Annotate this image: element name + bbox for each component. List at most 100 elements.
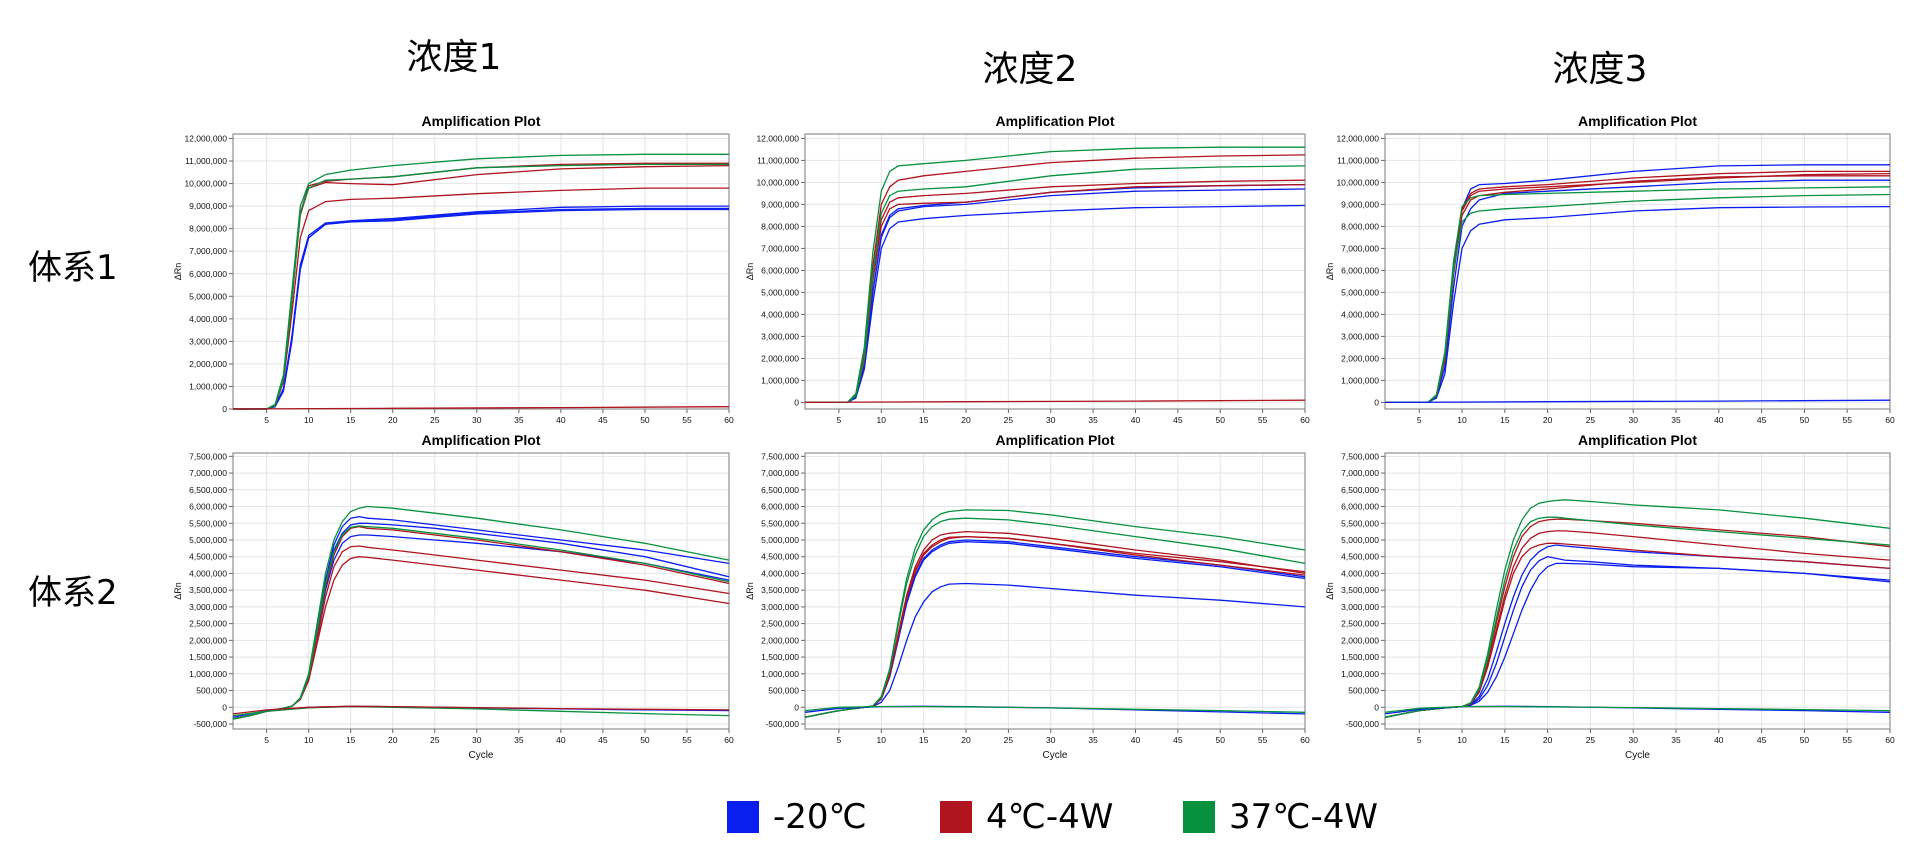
series-line-1 xyxy=(232,534,730,720)
x-tick-label: 25 xyxy=(430,735,440,745)
x-tick-label: 5 xyxy=(264,415,269,425)
column-header-2: 浓度2 xyxy=(982,49,1078,90)
y-tick-label: 1,000,000 xyxy=(761,375,799,385)
y-tick-label: 4,000,000 xyxy=(1341,568,1379,578)
x-tick-label: 25 xyxy=(1004,735,1014,745)
y-tick-label: 12,000,000 xyxy=(184,134,227,144)
series-line-9 xyxy=(804,399,1306,404)
x-tick-label: 40 xyxy=(1714,415,1724,425)
y-tick-label: 2,000,000 xyxy=(1341,635,1379,645)
y-tick-label: 2,000,000 xyxy=(761,635,799,645)
plot-title: Amplification Plot xyxy=(996,113,1115,129)
y-tick-label: 7,000,000 xyxy=(1341,243,1379,253)
x-tick-label: 20 xyxy=(961,735,971,745)
x-tick-label: 20 xyxy=(1543,415,1553,425)
y-tick-label: 5,000,000 xyxy=(761,287,799,297)
series-line-7 xyxy=(805,165,1306,404)
series-line-5 xyxy=(232,545,730,720)
x-tick-label: 35 xyxy=(514,735,524,745)
x-tick-label: 40 xyxy=(556,735,566,745)
y-tick-label: 6,000,000 xyxy=(761,502,799,512)
y-tick-label: 1,500,000 xyxy=(1341,652,1379,662)
y-tick-label: 4,500,000 xyxy=(189,552,227,562)
y-tick-label: 8,000,000 xyxy=(1341,221,1379,231)
x-tick-label: 25 xyxy=(1004,415,1014,425)
x-tick-label: 5 xyxy=(264,735,269,745)
plot-panel-6: Amplification Plot -500,000 0 500,000 1,000,… xyxy=(1325,432,1895,761)
x-tick-label: 30 xyxy=(1046,415,1056,425)
series-line-4 xyxy=(1384,542,1891,718)
y-tick-label: 12,000,000 xyxy=(756,133,799,143)
series-line-4 xyxy=(233,187,729,410)
y-tick-label: 7,500,000 xyxy=(189,451,227,461)
y-axis-label: ΔRn xyxy=(173,582,183,600)
x-axis-label: Cycle xyxy=(1042,750,1067,761)
y-tick-label: 0 xyxy=(222,702,227,712)
plot-title: Amplification Plot xyxy=(1578,432,1697,448)
x-axis-label: Cycle xyxy=(468,750,493,761)
y-tick-label: 2,000,000 xyxy=(761,353,799,363)
y-tick-label: 11,000,000 xyxy=(1337,155,1379,165)
plot-frame xyxy=(232,452,730,730)
y-tick-label: 500,000 xyxy=(196,686,227,696)
series-line-8 xyxy=(804,509,1306,718)
plot-title: Amplification Plot xyxy=(1578,113,1697,129)
x-tick-label: 20 xyxy=(388,735,398,745)
x-tick-label: 55 xyxy=(1258,415,1268,425)
y-tick-label: 3,500,000 xyxy=(761,585,799,595)
y-tick-label: 3,000,000 xyxy=(189,602,227,612)
y-tick-label: 3,500,000 xyxy=(1341,585,1379,595)
legend-label-4c-4w: 4℃-4W xyxy=(986,797,1114,837)
y-tick-label: 7,000,000 xyxy=(189,246,227,256)
series-line-8 xyxy=(805,146,1305,404)
y-tick-label: 6,000,000 xyxy=(761,265,799,275)
x-tick-label: 55 xyxy=(1258,735,1268,745)
x-tick-label: 55 xyxy=(682,735,692,745)
series-line-5 xyxy=(1385,170,1890,404)
y-tick-label: 5,000,000 xyxy=(189,535,227,545)
y-tick-label: 1,500,000 xyxy=(189,652,227,662)
x-tick-label: 50 xyxy=(640,415,650,425)
x-tick-label: 40 xyxy=(1131,735,1141,745)
series-line-3 xyxy=(1384,544,1891,718)
y-tick-label: 7,000,000 xyxy=(761,468,799,478)
x-tick-label: 60 xyxy=(724,735,734,745)
x-tick-label: 50 xyxy=(1216,415,1226,425)
y-tick-label: 4,000,000 xyxy=(761,309,799,319)
x-tick-label: 60 xyxy=(724,415,734,425)
x-tick-label: 60 xyxy=(1885,415,1895,425)
x-tick-label: 60 xyxy=(1300,415,1310,425)
x-tick-label: 35 xyxy=(1088,735,1098,745)
y-tick-label: 12,000,000 xyxy=(1336,133,1379,143)
y-tick-label: 5,000,000 xyxy=(761,535,799,545)
y-tick-label: 5,000,000 xyxy=(1341,287,1379,297)
y-tick-label: 7,000,000 xyxy=(1341,468,1379,478)
y-tick-label: 1,500,000 xyxy=(761,652,799,662)
y-tick-label: 7,500,000 xyxy=(761,451,799,461)
legend-swatch-minus20 xyxy=(727,801,759,833)
x-tick-label: 10 xyxy=(304,415,314,425)
y-tick-label: 6,500,000 xyxy=(189,485,227,495)
x-tick-label: 45 xyxy=(1173,415,1183,425)
x-tick-label: 50 xyxy=(1800,415,1810,425)
y-tick-label: 1,000,000 xyxy=(1341,375,1379,385)
legend-swatch-37c-4w xyxy=(1183,801,1215,833)
series-line-10 xyxy=(1384,705,1891,713)
legend-item-4c-4w: 4℃-4W xyxy=(940,795,1113,839)
y-tick-label: 7,000,000 xyxy=(761,243,799,253)
plot-frame xyxy=(1384,133,1891,410)
y-tick-label: 1,000,000 xyxy=(1341,669,1379,679)
y-axis-label: ΔRn xyxy=(745,263,755,281)
y-tick-label: 6,500,000 xyxy=(1341,485,1379,495)
series-line-10 xyxy=(804,705,1306,713)
x-tick-label: 45 xyxy=(1757,415,1767,425)
y-tick-label: 1,000,000 xyxy=(189,381,227,391)
series-line-9 xyxy=(1384,399,1891,404)
y-tick-label: 500,000 xyxy=(1348,686,1379,696)
y-tick-label: 11,000,000 xyxy=(185,156,227,166)
series-line-7 xyxy=(1384,499,1891,718)
x-tick-label: 50 xyxy=(1800,735,1810,745)
y-tick-label: -500,000 xyxy=(765,719,799,729)
x-tick-label: 45 xyxy=(598,415,608,425)
x-tick-label: 40 xyxy=(1131,415,1141,425)
